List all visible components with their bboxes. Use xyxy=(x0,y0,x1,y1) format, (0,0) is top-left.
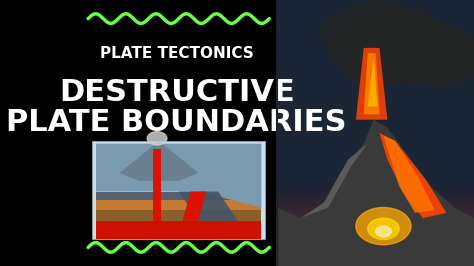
Polygon shape xyxy=(368,59,377,106)
Bar xyxy=(277,234,474,236)
Bar xyxy=(277,260,474,262)
Bar xyxy=(277,218,474,220)
Circle shape xyxy=(352,16,431,69)
Circle shape xyxy=(431,43,474,80)
Bar xyxy=(277,252,474,254)
Polygon shape xyxy=(119,141,199,181)
Circle shape xyxy=(340,40,411,88)
Polygon shape xyxy=(96,144,261,207)
Polygon shape xyxy=(301,144,368,218)
Bar xyxy=(277,258,474,260)
Bar xyxy=(277,226,474,228)
Bar xyxy=(277,216,474,218)
Polygon shape xyxy=(96,192,261,200)
Text: DESTRUCTIVE
PLATE BOUNDARIES: DESTRUCTIVE PLATE BOUNDARIES xyxy=(7,78,347,137)
Bar xyxy=(277,224,474,226)
Circle shape xyxy=(395,19,458,61)
Bar xyxy=(277,262,474,264)
Circle shape xyxy=(356,207,411,245)
Bar xyxy=(277,202,474,204)
Circle shape xyxy=(368,8,438,56)
Circle shape xyxy=(407,35,470,77)
Polygon shape xyxy=(96,221,261,239)
Circle shape xyxy=(328,21,407,74)
Bar xyxy=(277,188,474,190)
Bar xyxy=(277,246,474,248)
Polygon shape xyxy=(96,210,261,221)
Bar xyxy=(277,242,474,244)
Bar xyxy=(277,256,474,258)
Circle shape xyxy=(368,218,399,239)
Bar xyxy=(277,220,474,222)
Polygon shape xyxy=(380,133,447,218)
Bar xyxy=(277,194,474,196)
Polygon shape xyxy=(153,149,161,221)
Bar xyxy=(277,190,474,192)
Circle shape xyxy=(419,51,474,88)
Polygon shape xyxy=(179,192,238,221)
Text: PLATE TECTONICS: PLATE TECTONICS xyxy=(100,46,254,61)
Bar xyxy=(277,192,474,194)
Polygon shape xyxy=(182,192,206,221)
Bar xyxy=(277,198,474,200)
Polygon shape xyxy=(96,200,261,210)
Polygon shape xyxy=(277,120,474,266)
Bar xyxy=(277,240,474,242)
Circle shape xyxy=(147,132,167,145)
Bar xyxy=(277,206,474,208)
Bar xyxy=(277,250,474,252)
Circle shape xyxy=(392,43,454,85)
Polygon shape xyxy=(383,136,435,213)
Bar xyxy=(277,238,474,240)
Circle shape xyxy=(340,0,419,53)
Polygon shape xyxy=(356,48,387,120)
Bar xyxy=(277,208,474,210)
Circle shape xyxy=(380,24,450,72)
Bar xyxy=(277,0,474,266)
Bar xyxy=(277,200,474,202)
Bar xyxy=(277,210,474,212)
Bar xyxy=(277,222,474,224)
Bar xyxy=(277,228,474,230)
Bar xyxy=(277,186,474,188)
Circle shape xyxy=(364,35,435,82)
Bar xyxy=(277,248,474,250)
Bar xyxy=(277,244,474,246)
Bar xyxy=(277,264,474,266)
Bar xyxy=(277,214,474,216)
Bar xyxy=(277,230,474,232)
Bar xyxy=(277,254,474,256)
Polygon shape xyxy=(364,53,380,114)
Circle shape xyxy=(320,8,392,56)
Bar xyxy=(277,204,474,206)
Bar xyxy=(277,232,474,234)
Bar xyxy=(277,212,474,214)
FancyBboxPatch shape xyxy=(92,141,265,239)
Circle shape xyxy=(415,27,474,69)
Circle shape xyxy=(375,226,392,237)
Bar xyxy=(277,196,474,198)
Bar xyxy=(277,236,474,238)
